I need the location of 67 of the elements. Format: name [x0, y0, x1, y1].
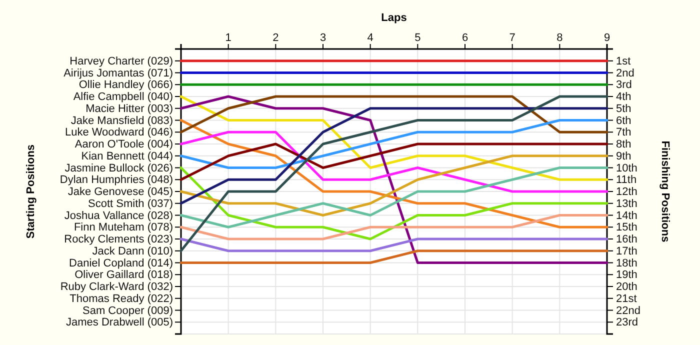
y-tick-label: 6th [616, 114, 632, 127]
text: Alfie Campbell (040) [73, 91, 173, 104]
line-series [180, 154, 608, 216]
y-tick-label: 3rd [616, 79, 632, 92]
x-tick-label: 6 [462, 32, 468, 44]
text: Jasmine Bullock (026) [64, 162, 173, 174]
y-tick-label: 18th [616, 257, 638, 270]
y-tick-label: 14th [616, 210, 638, 222]
y-tick-label: 5th [616, 102, 632, 115]
y-tick-label: 9th [616, 150, 632, 162]
y-tick-label: 16th [616, 234, 638, 246]
text: Aaron O'Toole (004) [74, 138, 173, 151]
x-axis-title: Laps [381, 12, 407, 24]
text: Oliver Gaillard (018) [74, 269, 173, 282]
y-tick-label: 4th [616, 91, 632, 104]
y-axis-title: Finishing Positions [659, 140, 671, 242]
text: Daniel Copland (014) [69, 257, 173, 270]
y-tick-label: 12th [616, 186, 638, 198]
text: Jake Genovese (045) [68, 186, 173, 198]
text: Jake Mansfield (083) [70, 114, 173, 127]
text: Finn Muteham (078) [74, 222, 173, 234]
x-tick-label: 2 [272, 32, 279, 44]
line-series [180, 130, 608, 193]
text: Starting Positions [25, 144, 37, 239]
text: Ruby Clark-Ward (032) [60, 281, 173, 294]
x-tick-label: 4 [367, 32, 374, 44]
x-tick-label: 8 [556, 32, 563, 44]
text: Rocky Clements (023) [64, 234, 173, 246]
line-series [180, 166, 608, 228]
x-tick-label: 5 [414, 32, 421, 44]
text: Sam Cooper (009) [82, 304, 173, 317]
text: Kian Bennett (044) [81, 150, 173, 162]
y-tick-label: 23rd [616, 316, 638, 329]
y-tick-label: 10th [616, 162, 638, 174]
text: James Drabwell (005) [66, 316, 173, 329]
y-tick-label: 21st [616, 292, 637, 305]
line-series [180, 119, 608, 228]
text: Joshua Vallance (028) [64, 210, 173, 222]
line-series [180, 166, 608, 240]
line-series [180, 107, 608, 205]
line-series [180, 119, 608, 169]
y-tick-label: 8th [616, 138, 632, 151]
y-tick-label: 1st [616, 55, 631, 68]
y-tick-label: 13th [616, 198, 638, 210]
text: Scott Smith (037) [88, 198, 173, 210]
text: Ollie Handley (066) [78, 79, 173, 92]
x-tick-label: 3 [320, 32, 326, 44]
y-tick-label: 11th [616, 174, 637, 186]
x-tick-label: 7 [509, 32, 516, 44]
y-tick-label: 19th [616, 269, 638, 282]
text: Macie Hitter (003) [86, 102, 173, 115]
y-tick-label: 7th [616, 126, 632, 139]
line-series [180, 95, 608, 181]
x-tick-label: 9 [604, 32, 610, 44]
y-tick-label: 15th [616, 222, 638, 234]
text: Dylan Humphries (048) [60, 174, 173, 186]
text: Airijus Jomantas (071) [64, 67, 173, 80]
text: Thomas Ready (022) [70, 292, 173, 305]
y-tick-label: 17th [616, 245, 638, 258]
text: Harvey Charter (029) [70, 55, 173, 68]
text: Jack Dann (010) [92, 245, 173, 258]
text: Luke Woodward (046) [64, 126, 173, 139]
y-tick-label: 2nd [616, 67, 634, 80]
x-tick-label: 1 [225, 32, 232, 44]
y-tick-label: 22nd [616, 304, 640, 317]
y-tick-label: 20th [616, 281, 638, 294]
line-series [180, 142, 608, 181]
